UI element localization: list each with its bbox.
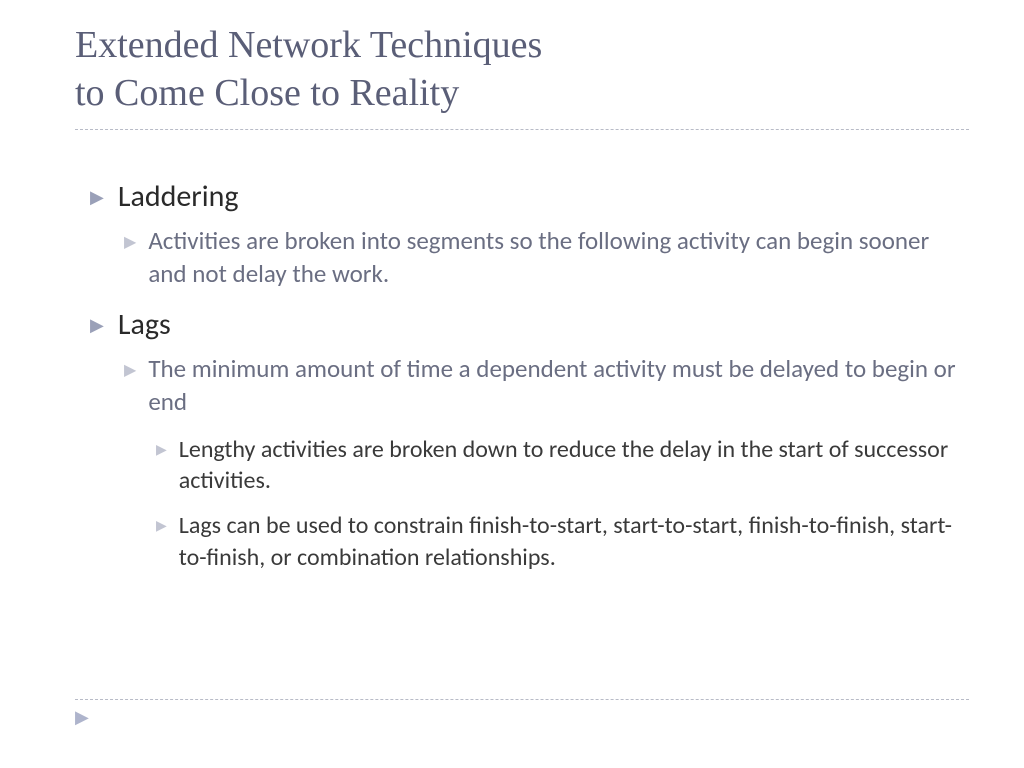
title-line-1: Extended Network Techniques bbox=[75, 24, 542, 66]
sub-sub-bullet: ▶ Lags can be used to constrain finish-t… bbox=[156, 510, 969, 572]
bullet-label: Lags bbox=[118, 306, 171, 343]
sub-bullet: ▶ The minimum amount of time a dependent… bbox=[124, 353, 969, 418]
slide-footer: ▶ bbox=[75, 699, 969, 728]
title-line-2: to Come Close to Reality bbox=[75, 72, 459, 114]
bullet-lags: ▶ Lags bbox=[90, 306, 969, 343]
triangle-bullet-icon: ▶ bbox=[156, 517, 167, 534]
bullet-label: Laddering bbox=[118, 178, 239, 215]
triangle-bullet-icon: ▶ bbox=[156, 441, 167, 458]
sub-sub-bullet-text: Lengthy activities are broken down to re… bbox=[179, 434, 969, 496]
sub-bullet-text: The minimum amount of time a dependent a… bbox=[148, 353, 969, 418]
sub-bullet-text: Activities are broken into segments so t… bbox=[148, 225, 969, 290]
footer-divider bbox=[75, 699, 969, 700]
footer-triangle-icon: ▶ bbox=[75, 706, 89, 728]
bullet-laddering: ▶ Laddering bbox=[90, 178, 969, 215]
triangle-bullet-icon: ▶ bbox=[124, 360, 136, 380]
title-divider bbox=[75, 129, 969, 130]
slide-title: Extended Network Techniques to Come Clos… bbox=[75, 22, 969, 117]
triangle-bullet-icon: ▶ bbox=[124, 232, 136, 252]
sub-sub-bullet: ▶ Lengthy activities are broken down to … bbox=[156, 434, 969, 496]
content-area: ▶ Laddering ▶ Activities are broken into… bbox=[75, 178, 969, 573]
sub-bullet: ▶ Activities are broken into segments so… bbox=[124, 225, 969, 290]
triangle-bullet-icon: ▶ bbox=[90, 186, 104, 208]
slide-container: Extended Network Techniques to Come Clos… bbox=[0, 0, 1024, 768]
triangle-bullet-icon: ▶ bbox=[90, 314, 104, 336]
sub-sub-bullet-text: Lags can be used to constrain finish-to-… bbox=[179, 510, 969, 572]
